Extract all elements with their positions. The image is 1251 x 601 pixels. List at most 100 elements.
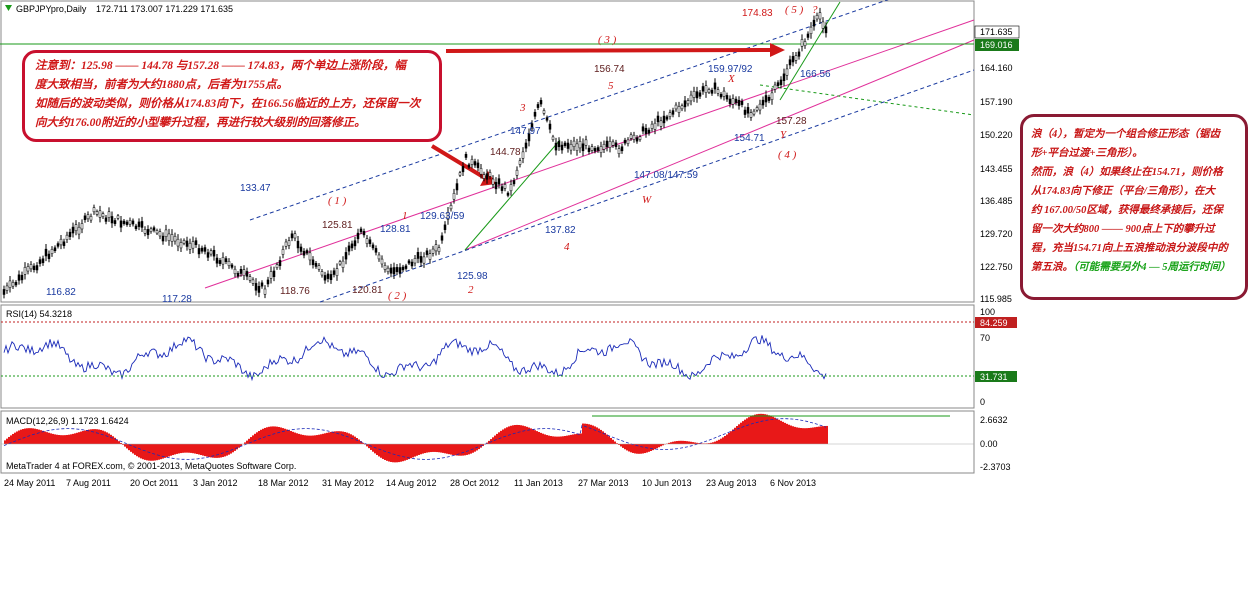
candle-body: [476, 162, 480, 168]
candle-body: [323, 275, 327, 281]
macd-bar: [442, 444, 444, 453]
candle-body: [557, 141, 561, 148]
wave-label: 5: [608, 80, 614, 92]
candle-body: [242, 269, 246, 276]
macd-bar: [630, 444, 632, 453]
candle-body: [266, 279, 270, 285]
macd-bar: [566, 435, 568, 444]
macd-bar: [612, 439, 614, 444]
macd-bar: [98, 429, 100, 444]
macd-bar: [262, 428, 264, 444]
macd-bar: [230, 444, 232, 454]
macd-bar: [536, 431, 538, 444]
macd-bar: [798, 427, 800, 444]
macd-bar: [194, 444, 196, 454]
macd-bar: [392, 444, 394, 463]
macd-bar: [438, 444, 440, 453]
macd-bar: [426, 444, 428, 453]
pivot-label: 117.28: [162, 294, 192, 305]
note-line: 注意到：125.98 —— 144.78 与157.28 —— 174.83，两…: [35, 60, 406, 72]
macd-bar: [284, 428, 286, 444]
macd-bar: [258, 430, 260, 444]
note-line: 度大致相当，前者为大约1880点，后者为1755点。: [35, 79, 288, 91]
macd-bar: [654, 444, 656, 450]
candle-body: [791, 56, 795, 63]
macd-bar: [152, 444, 154, 461]
candle-body: [749, 112, 753, 118]
pivot-label: 166.56: [800, 69, 831, 80]
pivot-label: 154.71: [734, 133, 765, 144]
macd-bar: [570, 434, 572, 444]
macd-bar: [792, 426, 794, 444]
macd-bar: [54, 434, 56, 444]
candle-body: [494, 181, 498, 190]
candle-body: [632, 134, 636, 140]
macd-bar: [248, 438, 250, 444]
pivot-label: 120.81: [352, 285, 383, 296]
macd-bar: [610, 437, 612, 444]
macd-bar: [790, 425, 792, 444]
macd-bar: [316, 435, 318, 444]
macd-bar: [714, 441, 716, 444]
macd-bar: [4, 440, 6, 444]
macd-bar: [26, 428, 28, 444]
candle-body: [500, 186, 504, 191]
macd-bar: [198, 444, 200, 455]
candle-body: [200, 247, 204, 252]
candle-body: [530, 123, 534, 129]
pointer-arrow: [430, 144, 487, 180]
pivot-label: 133.47: [240, 183, 271, 194]
macd-bar: [288, 430, 290, 444]
price-tick: 115.985: [980, 294, 1012, 304]
macd-bar: [12, 433, 14, 444]
macd-bar: [322, 433, 324, 444]
candle-body: [701, 86, 705, 92]
macd-bar: [502, 429, 504, 444]
macd-bar: [506, 427, 508, 444]
macd-bar: [534, 430, 536, 444]
date-tick: 18 Mar 2012: [258, 478, 309, 488]
candle-body: [146, 229, 150, 236]
macd-bar: [340, 431, 342, 444]
candle-body: [113, 220, 117, 224]
candle-body: [161, 235, 165, 242]
macd-bar: [468, 444, 470, 455]
candle-body: [263, 288, 267, 295]
macd-tick: -2.3703: [980, 462, 1011, 472]
macd-bar: [140, 444, 142, 459]
candle-body: [236, 273, 240, 277]
macd-bar: [404, 444, 406, 461]
pivot-label: 128.81: [380, 224, 411, 235]
macd-bar: [390, 444, 392, 462]
candle-body: [206, 252, 210, 258]
macd-bar: [6, 438, 8, 444]
macd-bar: [170, 444, 172, 456]
candle-body: [650, 123, 654, 129]
macd-bar: [638, 444, 640, 454]
candle-body: [707, 89, 711, 93]
macd-bar: [642, 444, 644, 454]
candle-body: [695, 91, 699, 99]
macd-bar: [70, 434, 72, 444]
candle-body: [413, 258, 417, 264]
candle-body: [320, 271, 324, 276]
candle-body: [803, 41, 807, 47]
date-tick: 27 Mar 2013: [578, 478, 629, 488]
candle-body: [683, 100, 687, 108]
macd-bar: [710, 442, 712, 444]
candle-body: [386, 267, 390, 273]
macd-bar: [554, 436, 556, 444]
macd-bar: [788, 424, 790, 444]
candle-body: [281, 249, 285, 255]
macd-bar: [208, 444, 210, 458]
candle-body: [422, 256, 426, 264]
candle-body: [230, 264, 234, 268]
macd-bar: [294, 432, 296, 444]
macd-bar: [576, 433, 578, 444]
candle-body: [14, 281, 18, 286]
candle-body: [134, 225, 138, 230]
candle-body: [212, 249, 216, 257]
candle-body: [32, 265, 36, 270]
macd-bar: [128, 444, 130, 451]
